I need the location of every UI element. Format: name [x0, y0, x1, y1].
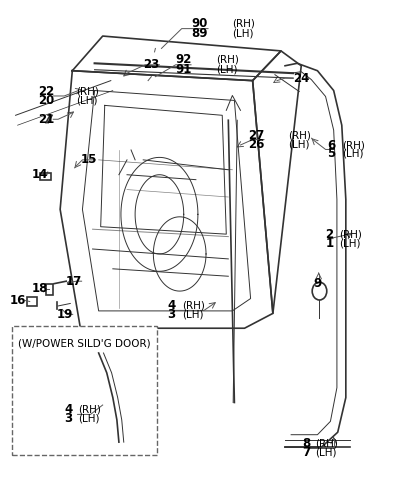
- Text: 90: 90: [192, 17, 208, 30]
- Text: 27: 27: [248, 128, 265, 141]
- Text: (RH): (RH): [288, 130, 311, 140]
- Text: 18: 18: [31, 282, 48, 295]
- Text: 7: 7: [302, 446, 310, 459]
- FancyBboxPatch shape: [40, 173, 51, 180]
- FancyBboxPatch shape: [46, 284, 53, 294]
- Text: 5: 5: [328, 147, 336, 160]
- Text: (RH): (RH): [76, 87, 99, 97]
- Circle shape: [312, 282, 327, 300]
- Text: (RH): (RH): [315, 438, 338, 448]
- Text: (LH): (LH): [233, 28, 254, 38]
- Text: (RH): (RH): [182, 301, 204, 311]
- Text: 92: 92: [175, 53, 192, 66]
- Text: (RH): (RH): [342, 140, 365, 150]
- Text: 21: 21: [38, 113, 54, 126]
- Text: (RH): (RH): [339, 229, 362, 239]
- Text: 17: 17: [66, 275, 82, 288]
- Text: 22: 22: [38, 85, 54, 98]
- Text: 89: 89: [191, 26, 208, 39]
- FancyBboxPatch shape: [27, 297, 37, 306]
- Text: (LH): (LH): [78, 414, 100, 424]
- Text: (LH): (LH): [76, 96, 98, 106]
- Text: 24: 24: [293, 72, 310, 85]
- Text: 1: 1: [326, 237, 334, 249]
- Text: (RH): (RH): [216, 55, 239, 65]
- Text: (LH): (LH): [182, 310, 203, 320]
- Text: (LH): (LH): [288, 139, 310, 149]
- Text: 3: 3: [64, 412, 72, 425]
- Text: 91: 91: [175, 63, 192, 76]
- Text: 3: 3: [168, 308, 175, 321]
- Text: 16: 16: [9, 294, 26, 307]
- Text: (LH): (LH): [342, 149, 363, 159]
- Text: 15: 15: [80, 153, 97, 166]
- Text: 4: 4: [167, 299, 175, 312]
- Text: (RH): (RH): [233, 18, 255, 29]
- Text: 20: 20: [38, 94, 54, 107]
- Text: (RH): (RH): [78, 405, 101, 415]
- Text: 4: 4: [64, 403, 72, 416]
- Text: 6: 6: [328, 138, 336, 151]
- Bar: [11, 326, 157, 455]
- Text: (LH): (LH): [315, 447, 337, 457]
- Text: 14: 14: [31, 168, 48, 181]
- Text: 23: 23: [143, 58, 160, 71]
- Text: 26: 26: [248, 137, 265, 150]
- Text: 9: 9: [313, 277, 322, 290]
- Text: (LH): (LH): [216, 64, 237, 74]
- Text: 8: 8: [302, 437, 310, 450]
- Text: 19: 19: [57, 308, 73, 321]
- Text: (W/POWER SILD'G DOOR): (W/POWER SILD'G DOOR): [18, 338, 150, 348]
- Text: (LH): (LH): [339, 238, 360, 248]
- Text: 2: 2: [326, 228, 334, 241]
